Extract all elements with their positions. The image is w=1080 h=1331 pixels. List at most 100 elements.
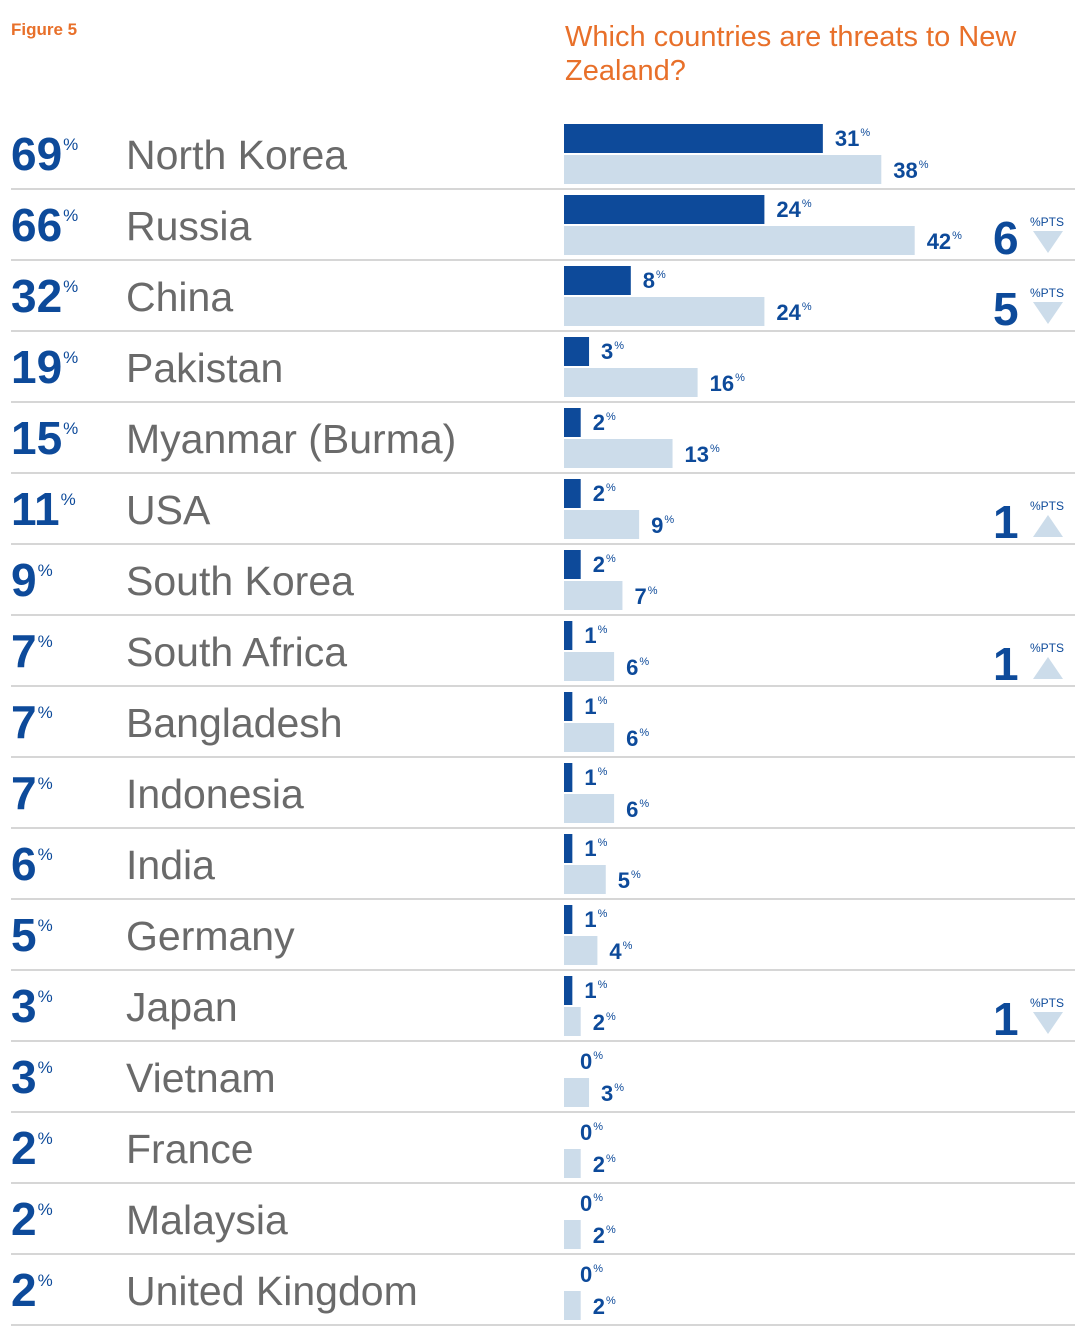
- total-percent-sign: %: [38, 987, 53, 1006]
- total-percent-sign: %: [38, 632, 53, 651]
- mentions-bar: [564, 368, 698, 397]
- total-percent-sign: %: [38, 916, 53, 935]
- mentions-value: 2: [593, 1223, 605, 1248]
- mentions-bar: [564, 652, 615, 681]
- total-percent-sign: %: [63, 135, 78, 154]
- mentions-bar: [564, 155, 882, 184]
- chart-title: Which countries are threats to New Zeala…: [565, 21, 1017, 87]
- total-percent-sign: %: [63, 277, 78, 296]
- total-value: 9: [11, 554, 37, 606]
- first-choice-percent-sign: %: [598, 766, 608, 778]
- country-label: Malaysia: [126, 1197, 288, 1243]
- change-unit: %PTS: [1030, 215, 1064, 229]
- first-choice-percent-sign: %: [593, 1121, 603, 1133]
- first-choice-value: 1: [584, 694, 596, 719]
- first-choice-value: 1: [584, 978, 596, 1003]
- first-choice-percent-sign: %: [598, 908, 608, 920]
- country-label: Japan: [126, 984, 238, 1030]
- first-choice-percent-sign: %: [598, 837, 608, 849]
- first-choice-percent-sign: %: [593, 1050, 603, 1062]
- first-choice-value: 1: [584, 907, 596, 932]
- first-choice-bar: [564, 905, 573, 934]
- first-choice-percent-sign: %: [606, 482, 616, 494]
- first-choice-value: 0: [580, 1049, 592, 1074]
- total-value: 3: [11, 980, 37, 1032]
- total-value: 6: [11, 838, 37, 890]
- total-value: 15: [11, 412, 62, 464]
- change-down-arrow-icon: [1033, 1012, 1063, 1034]
- country-label: Bangladesh: [126, 700, 343, 746]
- change-unit: %PTS: [1030, 996, 1064, 1010]
- total-value: 66: [11, 199, 62, 251]
- first-choice-bar: [564, 621, 573, 650]
- change-down-arrow-icon: [1033, 231, 1063, 253]
- first-choice-percent-sign: %: [598, 624, 608, 636]
- first-choice-value: 0: [580, 1191, 592, 1216]
- mentions-percent-sign: %: [639, 656, 649, 668]
- mentions-value: 7: [634, 584, 646, 609]
- mentions-value: 3: [601, 1081, 613, 1106]
- mentions-percent-sign: %: [710, 443, 720, 455]
- total-value: 3: [11, 1051, 37, 1103]
- first-choice-value: 1: [584, 836, 596, 861]
- total-value: 2: [11, 1264, 37, 1316]
- first-choice-percent-sign: %: [593, 1192, 603, 1204]
- total-percent-sign: %: [63, 206, 78, 225]
- country-label: South Korea: [126, 558, 354, 604]
- total-value: 2: [11, 1193, 37, 1245]
- total-value: 5: [11, 909, 37, 961]
- total-percent-sign: %: [63, 348, 78, 367]
- mentions-bar: [564, 1078, 590, 1107]
- change-unit: %PTS: [1030, 286, 1064, 300]
- change-unit: %PTS: [1030, 499, 1064, 513]
- total-percent-sign: %: [38, 561, 53, 580]
- first-choice-bar: [564, 550, 581, 579]
- mentions-value: 6: [626, 655, 638, 680]
- mentions-bar: [564, 794, 615, 823]
- change-unit: %PTS: [1030, 641, 1064, 655]
- mentions-percent-sign: %: [735, 372, 745, 384]
- country-label: South Africa: [126, 629, 347, 675]
- total-percent-sign: %: [38, 1271, 53, 1290]
- first-choice-percent-sign: %: [598, 695, 608, 707]
- first-choice-value: 31: [835, 126, 859, 151]
- mentions-bar: [564, 865, 606, 894]
- country-label: USA: [126, 487, 211, 533]
- first-choice-bar: [564, 976, 573, 1005]
- total-percent-sign: %: [63, 419, 78, 438]
- total-percent-sign: %: [38, 845, 53, 864]
- country-label: Vietnam: [126, 1055, 276, 1101]
- first-choice-value: 2: [593, 410, 605, 435]
- mentions-percent-sign: %: [606, 1224, 616, 1236]
- first-choice-value: 2: [593, 552, 605, 577]
- total-value: 19: [11, 341, 62, 393]
- country-label: Pakistan: [126, 345, 283, 391]
- mentions-bar: [564, 723, 615, 752]
- change-value: 1: [993, 496, 1019, 548]
- mentions-percent-sign: %: [952, 230, 962, 242]
- total-value: 7: [11, 625, 37, 677]
- mentions-bar: [564, 226, 915, 255]
- mentions-bar: [564, 297, 765, 326]
- first-choice-percent-sign: %: [606, 411, 616, 423]
- mentions-percent-sign: %: [606, 1011, 616, 1023]
- country-label: United Kingdom: [126, 1268, 418, 1314]
- mentions-bar: [564, 581, 623, 610]
- total-percent-sign: %: [38, 774, 53, 793]
- first-choice-value: 3: [601, 339, 613, 364]
- total-value: 7: [11, 696, 37, 748]
- change-up-arrow-icon: [1033, 515, 1063, 537]
- country-label: Russia: [126, 203, 252, 249]
- mentions-bar: [564, 936, 598, 965]
- mentions-percent-sign: %: [919, 159, 929, 171]
- mentions-value: 16: [710, 371, 734, 396]
- total-value: 2: [11, 1122, 37, 1174]
- change-value: 1: [993, 638, 1019, 690]
- first-choice-bar: [564, 337, 590, 366]
- country-label: India: [126, 842, 215, 888]
- mentions-bar: [564, 1220, 581, 1249]
- mentions-percent-sign: %: [623, 940, 633, 952]
- first-choice-percent-sign: %: [593, 1263, 603, 1275]
- change-value: 1: [993, 993, 1019, 1045]
